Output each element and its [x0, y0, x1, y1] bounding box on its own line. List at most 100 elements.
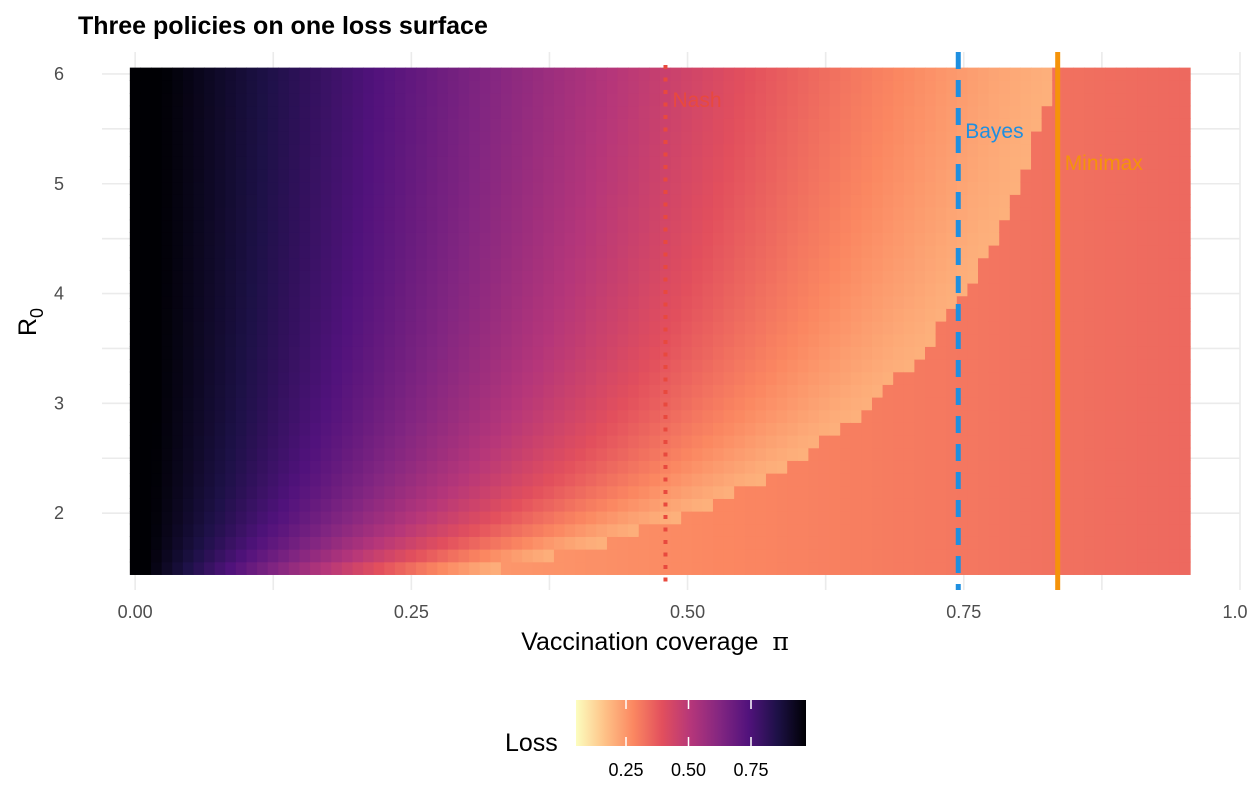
heatmap-cell: [1062, 257, 1075, 271]
heatmap-cell: [1105, 308, 1117, 322]
heatmap-cell: [1179, 232, 1191, 246]
heatmap-cell: [1073, 244, 1085, 259]
heatmap-cell: [734, 118, 746, 132]
heatmap-cell: [1126, 346, 1138, 360]
heatmap-cell: [447, 460, 460, 474]
heatmap-cell: [352, 143, 364, 157]
heatmap-cell: [1147, 67, 1159, 81]
heatmap-cell: [818, 561, 831, 575]
heatmap-cell: [129, 308, 142, 322]
heatmap-cell: [564, 460, 576, 474]
heatmap-cell: [829, 244, 841, 259]
heatmap-cell: [267, 523, 279, 537]
heatmap-cell: [850, 409, 862, 423]
heatmap-cell: [1158, 270, 1170, 284]
heatmap-cell: [140, 244, 152, 259]
heatmap-cell: [776, 384, 788, 398]
heatmap-cell: [850, 219, 862, 233]
heatmap-cell: [204, 523, 216, 537]
heatmap-cell: [341, 498, 354, 512]
heatmap-cell: [967, 447, 979, 461]
heatmap-cell: [818, 67, 831, 81]
heatmap-cell: [384, 206, 396, 221]
heatmap-cell: [988, 282, 1000, 297]
heatmap-cell: [299, 232, 311, 246]
heatmap-cell: [585, 130, 597, 145]
heatmap-cell: [903, 511, 915, 525]
heatmap-cell: [893, 460, 905, 474]
heatmap-cell: [553, 244, 566, 259]
heatmap-cell: [469, 270, 481, 284]
heatmap-cell: [426, 181, 438, 195]
heatmap-cell: [1020, 105, 1032, 119]
heatmap-cell: [1009, 156, 1022, 170]
heatmap-cell: [500, 498, 513, 512]
heatmap-cell: [543, 232, 555, 246]
heatmap-cell: [914, 232, 926, 246]
heatmap-cell: [999, 397, 1011, 411]
heatmap-cell: [352, 244, 364, 259]
heatmap-cell: [617, 295, 629, 309]
heatmap-cell: [331, 511, 343, 525]
heatmap-cell: [235, 321, 248, 335]
heatmap-cell: [172, 143, 184, 157]
heatmap-cell: [1158, 118, 1170, 132]
heatmap-cell: [1031, 409, 1043, 423]
heatmap-cell: [257, 295, 269, 309]
heatmap-cell: [893, 333, 905, 347]
heatmap-cell: [606, 156, 619, 170]
heatmap-cell: [829, 219, 841, 233]
heatmap-cell: [914, 181, 926, 195]
heatmap-cell: [1137, 219, 1149, 233]
heatmap-cell: [840, 282, 852, 297]
heatmap-cell: [553, 346, 566, 360]
heatmap-cell: [744, 156, 756, 170]
heatmap-cell: [850, 295, 862, 309]
heatmap-cell: [744, 105, 756, 119]
heatmap-cell: [235, 523, 248, 537]
heatmap-cell: [871, 333, 884, 347]
heatmap-cell: [182, 485, 195, 499]
heatmap-cell: [363, 80, 375, 94]
heatmap-cell: [617, 156, 629, 170]
heatmap-cell: [469, 460, 481, 474]
heatmap-cell: [214, 168, 226, 183]
y-tick-label: 4: [54, 284, 64, 304]
heatmap-cell: [394, 130, 407, 145]
heatmap-cell: [1062, 447, 1075, 461]
heatmap-cell: [755, 67, 767, 81]
heatmap-cell: [246, 384, 258, 398]
heatmap-cell: [310, 473, 322, 487]
heatmap-cell: [129, 80, 142, 94]
heatmap-cell: [426, 105, 438, 119]
heatmap-cell: [755, 473, 767, 487]
heatmap-cell: [1137, 143, 1149, 157]
heatmap-cell: [1073, 143, 1085, 157]
heatmap-cell: [681, 447, 693, 461]
heatmap-cell: [617, 435, 629, 449]
heatmap-cell: [564, 168, 576, 183]
heatmap-cell: [712, 536, 725, 550]
heatmap-cell: [235, 511, 248, 525]
heatmap-cell: [596, 473, 608, 487]
heatmap-cell: [946, 485, 958, 499]
heatmap-cell: [331, 257, 343, 271]
heatmap-cell: [861, 435, 873, 449]
heatmap-cell: [818, 206, 831, 221]
heatmap-cell: [649, 422, 661, 436]
heatmap-cell: [426, 498, 438, 512]
heatmap-cell: [787, 282, 799, 297]
heatmap-cell: [840, 80, 852, 94]
y-tick-label: 6: [54, 64, 64, 84]
heatmap-cell: [469, 435, 481, 449]
heatmap-cell: [575, 536, 587, 550]
heatmap-cell: [129, 549, 142, 563]
heatmap-cell: [691, 282, 703, 297]
heatmap-cell: [893, 561, 905, 575]
heatmap-cell: [882, 460, 894, 474]
heatmap-cell: [585, 384, 597, 398]
heatmap-cell: [702, 282, 714, 297]
heatmap-cell: [765, 118, 778, 132]
heatmap-cell: [1020, 536, 1032, 550]
heatmap-cell: [553, 498, 566, 512]
